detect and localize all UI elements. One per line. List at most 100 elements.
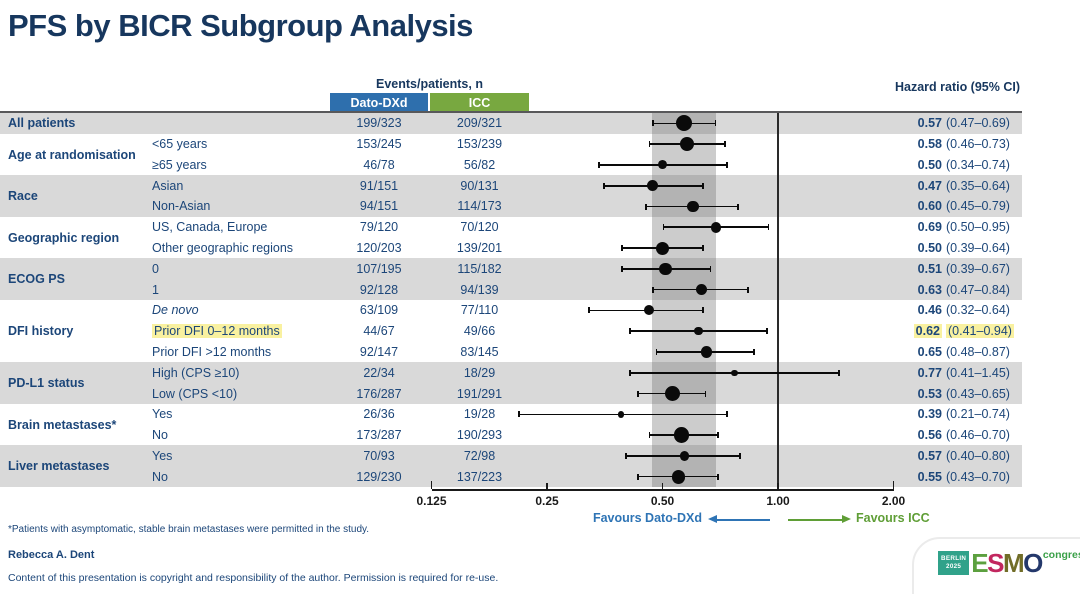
- x-axis-tick: [661, 483, 664, 489]
- ci-value: (0.50–0.95): [946, 220, 1010, 235]
- subgroup-label: Yes: [152, 407, 173, 422]
- icc-value: 19/28: [463, 407, 496, 422]
- group-label: ECOG PS: [8, 272, 65, 287]
- ci-cap-high: [723, 141, 726, 148]
- hr-value: 0.57: [917, 116, 942, 131]
- group-label: DFI history: [8, 324, 74, 339]
- hr-point: [659, 262, 673, 276]
- dato-value: 79/120: [359, 220, 399, 235]
- row-stripe: [0, 258, 1022, 300]
- hr-point: [671, 469, 686, 484]
- ci-value: (0.43–0.65): [946, 386, 1010, 401]
- dato-value: 173/287: [356, 428, 402, 443]
- esmo-letter-s: S: [987, 548, 1004, 578]
- ci-cap-high: [737, 203, 739, 210]
- hr-value: 0.57: [917, 448, 942, 463]
- ci-cap-low: [621, 265, 623, 272]
- dato-value: 176/287: [356, 386, 402, 401]
- events-patients-header: Events/patients, n: [376, 77, 483, 91]
- left-arrow-line: [716, 518, 770, 521]
- ci-cap-low: [517, 411, 520, 418]
- ci-cap-low: [588, 307, 590, 314]
- hr-point: [686, 200, 699, 213]
- hr-value: 0.60: [917, 199, 942, 214]
- hr-value: 0.63: [917, 282, 942, 297]
- right-arrow-icon: [842, 514, 851, 523]
- dato-value: 46/78: [363, 157, 395, 172]
- subgroup-label: High (CPS ≥10): [152, 365, 240, 380]
- hr-point: [643, 305, 654, 316]
- hr-value: 0.55: [917, 469, 942, 484]
- esmo-wordmark: ESMO: [971, 548, 1043, 578]
- hr-value: 0.51: [917, 261, 942, 276]
- dato-value: 94/151: [359, 199, 399, 214]
- group-label: PD-L1 status: [8, 376, 85, 391]
- dato-value: 44/67: [363, 324, 395, 339]
- subgroup-label: Prior DFI >12 months: [152, 344, 272, 359]
- hr-point: [676, 115, 693, 132]
- hr-value: 0.58: [917, 137, 942, 152]
- subgroup-label: No: [152, 428, 168, 443]
- subgroup-label: <65 years: [152, 137, 208, 152]
- icc-value: 77/110: [460, 303, 499, 318]
- ci-cap-low: [621, 245, 623, 252]
- icc-value: 83/145: [460, 344, 499, 359]
- icc-value: 209/321: [456, 116, 503, 131]
- subgroup-label: 1: [152, 282, 159, 297]
- ci-value: (0.35–0.64): [946, 178, 1010, 193]
- icc-value: 114/173: [457, 199, 502, 214]
- logo-venue: BERLIN: [941, 555, 967, 563]
- ci-cap-high: [739, 452, 741, 459]
- group-label: Age at randomisation: [8, 147, 136, 162]
- hr-point: [694, 327, 703, 336]
- icc-value: 70/120: [460, 220, 499, 235]
- hr-point: [664, 385, 680, 402]
- ci-cap-low: [652, 286, 654, 293]
- hr-value: 0.53: [917, 386, 942, 401]
- x-axis-tick-label: 0.25: [535, 494, 559, 508]
- dato-value: 91/151: [359, 178, 399, 193]
- ci-cap-low: [598, 161, 600, 168]
- hr-point: [679, 451, 690, 461]
- ci-cap-high: [747, 286, 749, 293]
- ci-value: (0.46–0.70): [946, 428, 1010, 443]
- hr-value: 0.50: [917, 241, 942, 256]
- icc-value: 190/293: [456, 428, 503, 443]
- x-axis-tick: [892, 481, 895, 489]
- hr-point: [731, 369, 738, 376]
- ci-value: (0.41–0.94): [946, 324, 1014, 339]
- icc-value: 49/66: [463, 324, 496, 339]
- dato-value: 26/36: [363, 407, 395, 422]
- ci-value: (0.45–0.79): [946, 199, 1010, 214]
- hr-point: [700, 346, 712, 358]
- group-label: Geographic region: [8, 230, 120, 245]
- favours-icc-label: Favours ICC: [856, 511, 930, 525]
- subgroup-label: Low (CPS <10): [152, 386, 238, 401]
- subgroup-label: Yes: [152, 448, 173, 463]
- ci-cap-low: [652, 120, 654, 127]
- reference-line: [777, 113, 779, 490]
- esmo-letter-e: E: [971, 548, 988, 578]
- right-arrow-line: [788, 518, 842, 521]
- favours-dato-label: Favours Dato-DXd: [592, 511, 702, 525]
- x-axis-tick: [546, 483, 548, 489]
- hr-value: 0.62: [913, 324, 942, 339]
- ci-cap-high: [726, 411, 728, 418]
- x-axis-tick-label: 0.50: [650, 494, 675, 508]
- ci-value: (0.43–0.70): [946, 469, 1010, 484]
- ci-cap-low: [637, 473, 639, 480]
- row-stripe: [0, 445, 1022, 488]
- ci-cap-low: [625, 452, 627, 459]
- dato-value: 92/147: [359, 344, 399, 359]
- x-axis-tick: [777, 483, 779, 489]
- ci-cap-high: [767, 224, 770, 231]
- subgroup-label: Prior DFI 0–12 months: [152, 324, 282, 339]
- hr-value: 0.69: [917, 220, 942, 235]
- row-stripe: [0, 362, 1022, 404]
- copyright-notice: Content of this presentation is copyrigh…: [8, 572, 499, 584]
- hazard-ratio-header: Hazard ratio (95% CI): [894, 80, 1020, 94]
- ci-value: (0.34–0.74): [946, 157, 1010, 172]
- ci-cap-high: [726, 161, 728, 168]
- icc-value: 56/82: [463, 157, 496, 172]
- ci-cap-high: [714, 120, 717, 127]
